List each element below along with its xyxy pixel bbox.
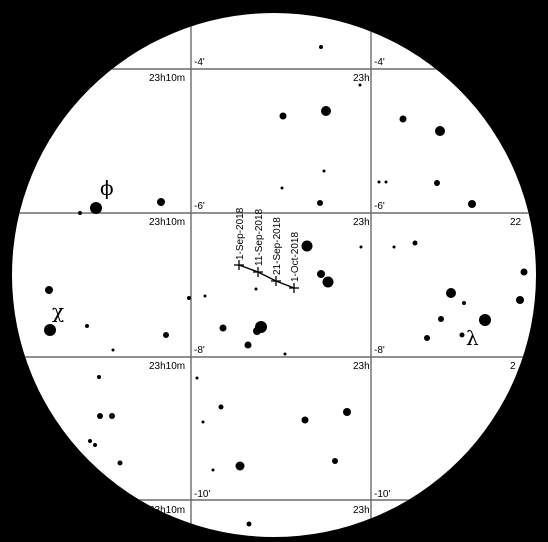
star-58	[246, 521, 252, 527]
star-45	[195, 376, 199, 380]
star-19	[392, 245, 396, 249]
ra-label-22-mid: 22	[510, 217, 522, 228]
star-18	[359, 245, 363, 249]
track-marker-2	[253, 267, 263, 277]
dec-label-minus6-left: -6'	[194, 201, 205, 212]
star-12	[317, 200, 323, 206]
star-25	[187, 296, 191, 300]
dec-label-minus10-right: -10'	[374, 489, 390, 500]
star-16	[468, 200, 476, 208]
ra-label-23h-mid: 23h	[353, 217, 370, 228]
star-8	[377, 180, 381, 184]
ra-label-23h10m-bottom: 23h10m	[149, 505, 185, 516]
star-36	[253, 327, 261, 335]
star-38	[438, 316, 444, 322]
track-date-2: 11-Sep-2018	[254, 208, 265, 266]
dec-label-minus8-right: -8'	[374, 345, 385, 356]
ra-label-23h10m-top: 23h10m	[149, 73, 185, 84]
star-21	[317, 270, 325, 278]
star-5	[399, 115, 407, 123]
star-42	[111, 348, 115, 352]
track-marker-1	[234, 260, 244, 270]
star-34	[219, 324, 227, 332]
star-1	[319, 45, 323, 49]
star-9	[384, 180, 388, 184]
star-17	[301, 240, 313, 252]
star-47	[97, 413, 103, 419]
star-44	[97, 375, 101, 379]
star-51	[201, 420, 205, 424]
field-of-view	[12, 13, 536, 537]
object-track: 1-Sep-2018 11-Sep-2018 21-Sep-2018 1-Oct…	[234, 207, 301, 293]
dec-label-minus4-left: -4'	[194, 57, 205, 68]
star-3	[321, 106, 331, 116]
star-label-phi: ϕ	[100, 176, 114, 200]
star-label-chi: χ	[52, 299, 64, 323]
star-14	[90, 202, 102, 214]
dec-label-minus8-left: -8'	[194, 345, 205, 356]
star-31	[44, 324, 56, 336]
ra-label-23h10m-mid: 23h10m	[149, 217, 185, 228]
track-marker-3	[271, 276, 281, 286]
star-33	[163, 332, 169, 338]
star-24	[45, 286, 53, 294]
star-27	[254, 287, 258, 291]
star-28	[446, 288, 456, 298]
star-43	[283, 352, 287, 356]
star-29	[462, 301, 466, 305]
track-date-4: 1-Oct-2018	[290, 232, 301, 282]
star-2	[358, 83, 362, 87]
star-30	[516, 296, 524, 304]
star-label-lambda: λ	[466, 326, 479, 350]
dec-label-minus4-right: -4'	[374, 57, 385, 68]
star-57	[211, 468, 215, 472]
ra-label-2-low: 2	[510, 361, 516, 372]
star-53	[93, 443, 97, 447]
track-marker-4	[289, 283, 299, 293]
star-22	[322, 276, 334, 288]
star-4	[279, 112, 287, 120]
star-7	[322, 169, 326, 173]
star-56	[235, 461, 245, 471]
track-date-3: 21-Sep-2018	[272, 217, 283, 275]
star-49	[343, 408, 351, 416]
ra-label-23h-low: 23h	[353, 361, 370, 372]
star-23	[520, 268, 528, 276]
track-date-1: 1-Sep-2018	[235, 207, 246, 260]
track-path	[238, 264, 295, 289]
star-32	[85, 324, 89, 328]
star-40	[459, 332, 465, 338]
star-11	[280, 186, 284, 190]
ra-label-23h10m-low: 23h10m	[149, 361, 185, 372]
star-field	[44, 45, 528, 527]
star-41	[424, 335, 430, 341]
star-52	[88, 439, 92, 443]
star-15	[78, 211, 82, 215]
ra-label-23h-bottom: 23h	[353, 505, 370, 516]
star-55	[117, 460, 123, 466]
ra-label-23h-top: 23h	[353, 73, 370, 84]
star-39	[479, 314, 491, 326]
star-54	[332, 458, 338, 464]
star-10	[434, 180, 440, 186]
star-48	[109, 413, 115, 419]
star-37	[244, 341, 252, 349]
star-20	[412, 240, 418, 246]
star-6	[435, 126, 445, 136]
dec-label-minus6-right: -6'	[374, 201, 385, 212]
star-13	[157, 198, 165, 206]
star-26	[203, 294, 207, 298]
star-50	[301, 416, 309, 424]
dec-label-minus10-left: -10'	[194, 489, 210, 500]
star-46	[218, 404, 224, 410]
